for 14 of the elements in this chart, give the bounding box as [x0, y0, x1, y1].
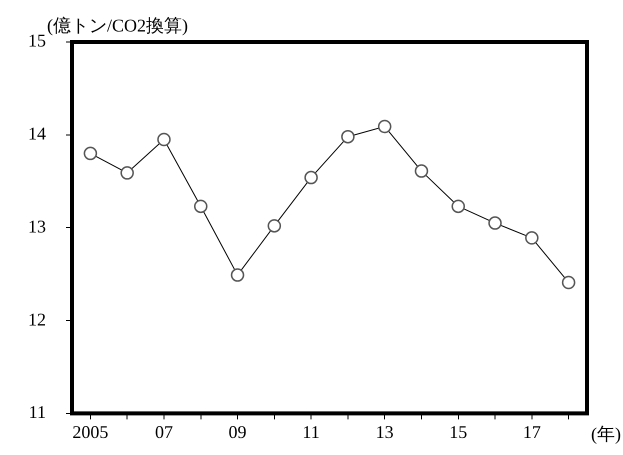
- x-tick-label: 17: [522, 422, 541, 442]
- y-tick-label: 14: [28, 124, 46, 144]
- y-tick-label: 11: [28, 402, 46, 422]
- x-tick-label: 13: [376, 422, 394, 442]
- x-tick-label: 15: [449, 422, 468, 442]
- x-tick-label: 11: [302, 422, 320, 442]
- x-tick-label: 07: [154, 422, 173, 442]
- y-axis-title: (億トン/CO2換算): [47, 16, 188, 36]
- y-tick-label: 13: [28, 216, 46, 236]
- y-tick-label: 15: [28, 30, 46, 51]
- x-tick-label: 2005: [72, 422, 108, 442]
- x-tick-label: 09: [228, 422, 247, 442]
- y-tick-label: 12: [28, 309, 46, 330]
- x-axis-title: (年): [591, 424, 621, 444]
